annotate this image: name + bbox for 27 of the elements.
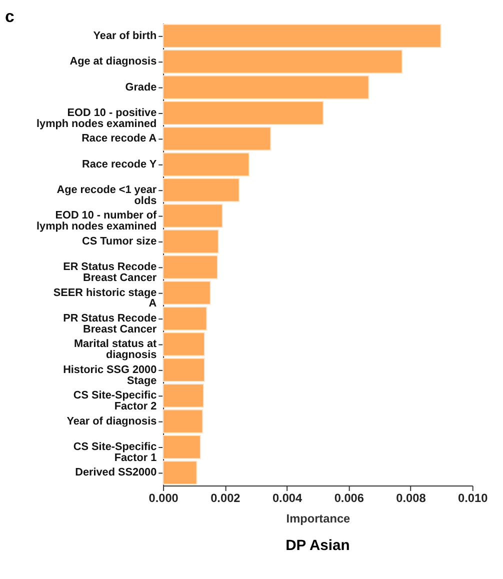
x-tick-label: 0.000	[148, 490, 179, 505]
y-tick-label: Year of diagnosis	[66, 415, 157, 428]
y-tick-label: SEER historic stage A	[53, 286, 157, 310]
x-axis-title: Importance	[286, 512, 351, 526]
y-tick-label: Age at diagnosis	[70, 56, 157, 68]
y-tick-label: PR Status Recode Breast Cancer	[63, 312, 158, 336]
y-tick-label: EOD 10 - number of lymph nodes examined	[36, 210, 158, 233]
x-tick-label: 0.006	[334, 490, 364, 505]
y-tick-label: ER Status Recode Breast Cancer	[63, 261, 158, 284]
y-tick-label: CS Site-Specific Factor 2	[73, 390, 157, 412]
y-tick-label: Year of birth	[93, 30, 157, 42]
y-tick-label: Grade	[125, 81, 157, 94]
x-tick-label: 0.004	[272, 490, 303, 505]
text: c	[4, 7, 14, 26]
y-tick-label: Historic SSG 2000 Stage	[63, 364, 157, 387]
x-tick-label: 0.008	[396, 490, 426, 505]
x-tick-label: 0.010	[458, 490, 488, 505]
y-tick-label: Derived SS2000	[75, 466, 157, 479]
y-tick-label: EOD 10 - positive lymph nodes examined	[36, 106, 157, 130]
text: DP Asian	[286, 538, 350, 554]
y-tick-label: Marital status at diagnosis	[74, 338, 158, 362]
y-tick-label: Age recode <1 year olds	[56, 184, 158, 207]
x-tick-label: 0.002	[210, 490, 241, 505]
y-tick-label: CS Tumor size	[82, 235, 157, 248]
y-tick-label: CS Site-Specific Factor 1	[73, 440, 157, 464]
y-tick-label: Race recode Y	[82, 158, 158, 170]
y-tick-label: Race recode A	[82, 132, 157, 145]
